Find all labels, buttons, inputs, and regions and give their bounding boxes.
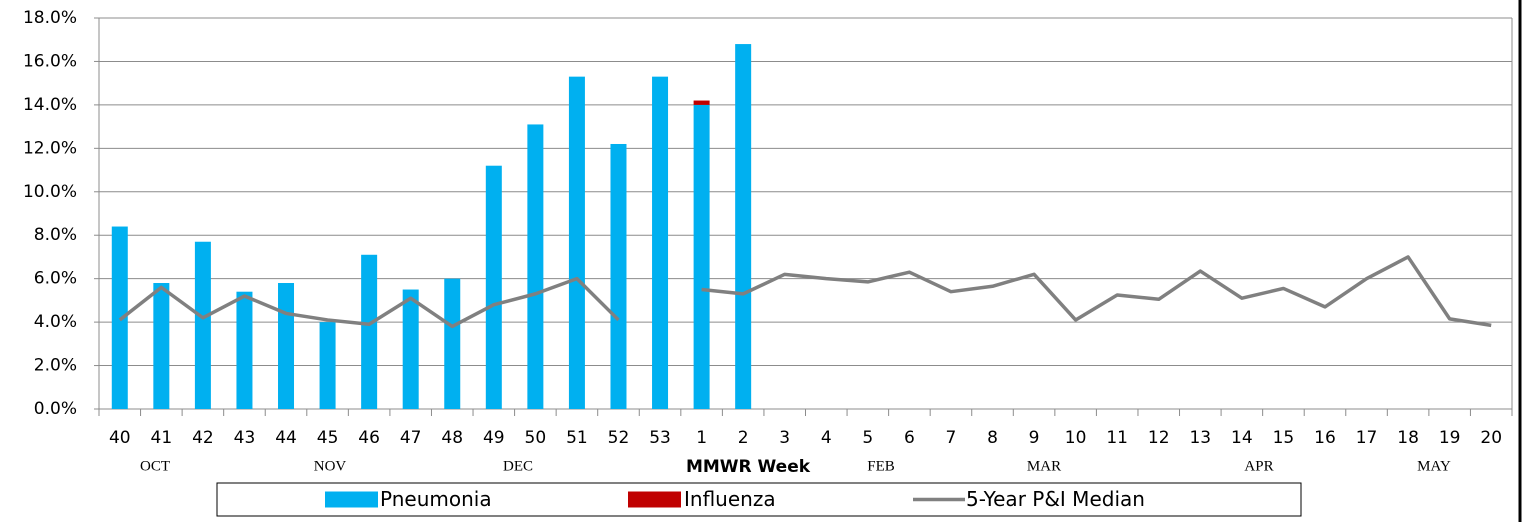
- x-tick-label: 41: [151, 428, 173, 448]
- bar: [652, 76, 669, 410]
- x-axis-title: MMWR Week: [686, 457, 811, 477]
- month-label: NOV: [314, 458, 347, 474]
- x-tick-label: 45: [317, 428, 339, 448]
- x-tick-label: 42: [192, 428, 214, 448]
- y-tick-label: 16.0%: [23, 51, 77, 71]
- y-tick-label: 2.0%: [34, 356, 77, 376]
- bar: [402, 289, 419, 409]
- bar: [194, 241, 211, 409]
- x-tick-label: 47: [400, 428, 422, 448]
- bar: [735, 44, 752, 410]
- bar: [568, 76, 585, 410]
- y-tick-label: 4.0%: [34, 312, 77, 332]
- legend-label: Influenza: [684, 487, 776, 511]
- bar: [527, 124, 544, 409]
- bar: [610, 143, 627, 409]
- x-tick-label: 8: [987, 428, 998, 448]
- bar: [444, 278, 461, 409]
- legend-box: [216, 482, 1302, 517]
- bar: [319, 322, 336, 409]
- x-tick-label: 7: [946, 428, 957, 448]
- x-tick-label: 14: [1231, 428, 1253, 448]
- month-label: OCT: [140, 458, 170, 474]
- month-label: APR: [1244, 458, 1273, 474]
- y-tick-label: 10.0%: [23, 182, 77, 202]
- x-tick-label: 13: [1189, 428, 1211, 448]
- x-tick-label: 52: [608, 428, 630, 448]
- month-label: FEB: [867, 458, 895, 474]
- legend-swatch: [325, 491, 378, 508]
- x-tick-label: 48: [441, 428, 463, 448]
- y-tick-label: 8.0%: [34, 225, 77, 245]
- x-tick-label: 17: [1356, 428, 1378, 448]
- x-tick-label: 11: [1106, 428, 1128, 448]
- x-tick-label: 20: [1480, 428, 1502, 448]
- x-tick-label: 50: [525, 428, 547, 448]
- bar: [693, 100, 710, 105]
- month-label: DEC: [503, 458, 533, 474]
- month-label: MAY: [1417, 458, 1451, 474]
- x-tick-label: 6: [904, 428, 915, 448]
- y-tick-label: 18.0%: [23, 8, 77, 28]
- x-tick-label: 16: [1314, 428, 1336, 448]
- y-tick-label: 12.0%: [23, 138, 77, 158]
- legend-swatch: [628, 491, 681, 508]
- x-tick-label: 3: [779, 428, 790, 448]
- bar: [693, 104, 710, 409]
- x-tick-label: 49: [483, 428, 505, 448]
- legend-label: 5-Year P&I Median: [966, 487, 1145, 511]
- median-line: [118, 255, 1492, 329]
- bar: [361, 254, 378, 409]
- x-tick-label: 15: [1273, 428, 1295, 448]
- x-tick-label: 51: [566, 428, 588, 448]
- x-tick-label: 19: [1439, 428, 1461, 448]
- bar: [278, 283, 295, 409]
- bar: [236, 291, 253, 409]
- x-tick-label: 18: [1397, 428, 1419, 448]
- x-tick-label: 44: [275, 428, 297, 448]
- x-tick-label: 5: [862, 428, 873, 448]
- bar: [153, 283, 170, 409]
- legend-label: Pneumonia: [380, 487, 492, 511]
- x-tick-label: 12: [1148, 428, 1170, 448]
- y-tick-label: 14.0%: [23, 95, 77, 115]
- bar: [485, 165, 502, 409]
- x-tick-label: 40: [109, 428, 131, 448]
- x-tick-label: 53: [649, 428, 671, 448]
- y-tick-label: 6.0%: [34, 269, 77, 289]
- x-tick-label: 10: [1065, 428, 1087, 448]
- x-tick-label: 1: [696, 428, 707, 448]
- x-tick-label: 43: [234, 428, 256, 448]
- month-label: MAR: [1027, 458, 1061, 474]
- x-tick-label: 9: [1029, 428, 1040, 448]
- x-tick-label: 2: [738, 428, 749, 448]
- y-tick-label: 0.0%: [34, 399, 77, 419]
- x-tick-label: 4: [821, 428, 832, 448]
- x-tick-label: 46: [358, 428, 380, 448]
